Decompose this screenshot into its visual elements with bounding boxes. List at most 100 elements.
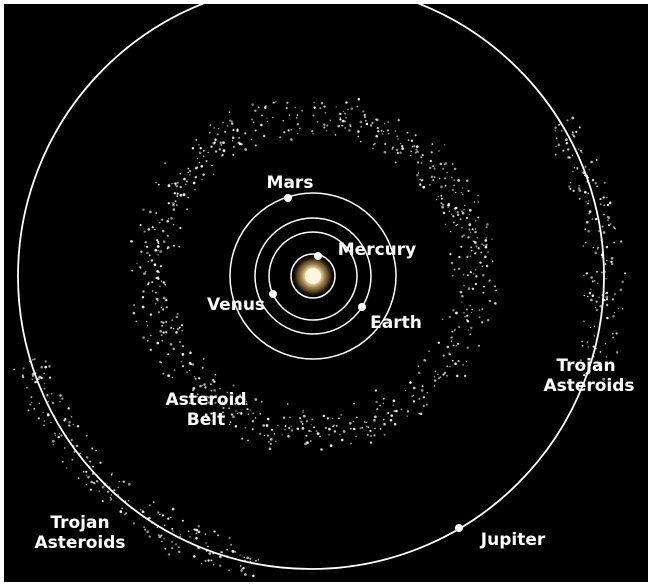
- asteroid: [202, 367, 204, 369]
- asteroid: [252, 428, 254, 430]
- asteroid: [201, 563, 202, 564]
- asteroid: [383, 419, 385, 421]
- asteroid: [209, 132, 211, 134]
- asteroid: [265, 105, 267, 107]
- asteroid: [336, 425, 338, 427]
- asteroid: [451, 331, 453, 333]
- asteroid: [581, 341, 582, 342]
- asteroid: [411, 140, 413, 142]
- asteroid: [259, 433, 261, 435]
- asteroid: [44, 388, 46, 390]
- asteroid: [618, 308, 620, 310]
- asteroid: [43, 373, 44, 374]
- asteroid: [608, 224, 610, 226]
- asteroid: [150, 349, 152, 351]
- asteroid: [341, 439, 344, 442]
- asteroid: [176, 316, 178, 318]
- asteroid: [395, 410, 398, 413]
- asteroid: [183, 193, 186, 196]
- asteroid: [45, 360, 47, 362]
- asteroid: [462, 212, 465, 215]
- asteroid: [438, 150, 439, 151]
- asteroid: [175, 200, 177, 202]
- asteroid: [311, 431, 312, 432]
- asteroid: [111, 472, 113, 474]
- asteroid: [279, 136, 281, 138]
- asteroid: [269, 447, 272, 450]
- asteroid: [466, 361, 467, 362]
- asteroid: [338, 417, 340, 419]
- asteroid: [123, 481, 125, 483]
- asteroid: [156, 270, 159, 273]
- asteroid: [174, 369, 176, 371]
- asteroid: [374, 143, 376, 145]
- asteroid: [566, 142, 569, 145]
- asteroid: [451, 213, 453, 215]
- asteroid: [230, 421, 232, 423]
- asteroid: [238, 412, 240, 414]
- asteroid: [33, 408, 35, 410]
- asteroid: [286, 107, 288, 109]
- asteroid: [610, 261, 612, 263]
- asteroid: [43, 412, 44, 413]
- asteroid: [485, 244, 488, 247]
- asteroid: [163, 240, 166, 243]
- asteroid: [442, 168, 444, 170]
- asteroid: [595, 307, 596, 308]
- asteroid: [601, 271, 603, 273]
- asteroid: [195, 378, 197, 380]
- asteroid: [264, 435, 265, 436]
- asteroid: [199, 385, 202, 388]
- asteroid: [432, 165, 434, 167]
- asteroid: [439, 178, 440, 179]
- asteroid: [71, 416, 73, 418]
- asteroid: [469, 333, 471, 335]
- asteroid: [579, 126, 581, 128]
- asteroid: [157, 241, 159, 243]
- asteroid: [357, 106, 359, 108]
- asteroid: [477, 216, 479, 218]
- asteroid: [289, 416, 291, 418]
- asteroid: [464, 375, 466, 377]
- asteroid: [150, 313, 152, 315]
- asteroid: [232, 129, 234, 131]
- asteroid: [295, 107, 296, 108]
- asteroid: [163, 297, 166, 300]
- asteroid: [431, 176, 434, 179]
- asteroid: [467, 274, 469, 276]
- asteroid: [244, 573, 247, 576]
- asteroid: [201, 179, 202, 180]
- asteroid: [159, 222, 161, 224]
- asteroid: [376, 408, 378, 410]
- asteroid: [574, 167, 575, 168]
- asteroid: [167, 518, 169, 520]
- asteroid: [215, 150, 217, 152]
- asteroid: [474, 231, 477, 234]
- asteroid: [444, 177, 446, 179]
- asteroid: [157, 527, 158, 528]
- asteroid: [248, 413, 250, 415]
- asteroid: [479, 316, 481, 318]
- asteroid: [154, 263, 157, 266]
- asteroid: [216, 133, 218, 135]
- asteroid: [367, 434, 369, 436]
- asteroid: [50, 422, 52, 424]
- asteroid: [189, 351, 192, 354]
- asteroid: [470, 232, 471, 233]
- asteroid: [287, 403, 289, 405]
- asteroid: [452, 163, 454, 165]
- asteroid: [596, 185, 597, 186]
- asteroid: [460, 218, 462, 220]
- asteroid: [149, 211, 152, 214]
- asteroid: [589, 210, 592, 213]
- asteroid: [189, 362, 192, 365]
- asteroid: [247, 440, 249, 442]
- asteroid: [313, 102, 314, 103]
- asteroid: [262, 424, 265, 427]
- asteroid: [285, 425, 287, 427]
- asteroid: [237, 413, 238, 414]
- asteroid: [121, 507, 123, 509]
- asteroid: [479, 309, 481, 311]
- asteroid: [421, 389, 424, 392]
- solar-system-diagram: Mars Mercury Venus Earth Asteroid Belt T…: [0, 0, 652, 586]
